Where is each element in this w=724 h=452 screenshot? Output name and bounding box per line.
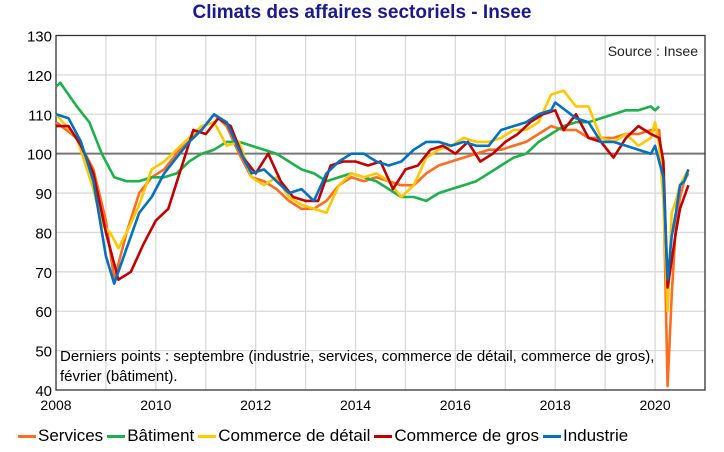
source-label: Source : Insee [607,43,698,59]
y-tick-label: 90 [35,186,52,203]
chart-title: Climats des affaires sectoriels - Insee [192,2,532,23]
legend-item: Commerce de détail [198,426,370,446]
chart-note: Derniers points : septembre (industrie, … [60,348,655,385]
legend-swatch [18,434,36,438]
y-tick-label: 120 [27,68,52,85]
y-tick-label: 110 [28,107,52,124]
x-tick-label: 2008 [40,397,71,413]
series-line-commerce-de-d-tail [55,89,690,313]
legend-label: Industrie [562,426,629,445]
legend-swatch [107,434,126,438]
y-tick-label: 130 [27,29,52,46]
x-tick-label: 2018 [540,397,571,413]
x-tick-label: 2016 [440,397,471,413]
legend-label: Bâtiment [127,426,195,445]
legend-item: Services [18,426,103,446]
series-line-commerce-de-gros [56,109,690,289]
legend-swatch [542,434,561,438]
series-line-industrie [55,101,690,285]
plot-area-border [55,34,706,391]
y-tick-label: 40 [35,383,52,400]
x-tick-label: 2014 [340,397,371,413]
legend: Services Bâtiment Commerce de détail Commer… [18,426,628,446]
y-tick-label: 70 [35,265,52,282]
legend-item: Bâtiment [107,426,194,446]
legend-item: Industrie [542,426,629,446]
x-tick-label: 2012 [240,397,271,413]
y-tick-label: 80 [35,225,52,242]
legend-label: Commerce de gros [394,426,539,445]
legend-swatch [374,434,393,438]
legend-item: Commerce de gros [374,426,539,446]
legend-swatch [198,434,217,438]
legend-label: Services [38,426,104,445]
series-line-services [55,113,690,388]
y-tick-label: 60 [35,304,52,321]
x-tick-label: 2010 [140,397,171,413]
x-tick-label: 2020 [639,397,670,413]
y-tick-label: 50 [35,344,52,361]
y-tick-label: 100 [27,147,52,164]
legend-label: Commerce de détail [218,426,371,445]
